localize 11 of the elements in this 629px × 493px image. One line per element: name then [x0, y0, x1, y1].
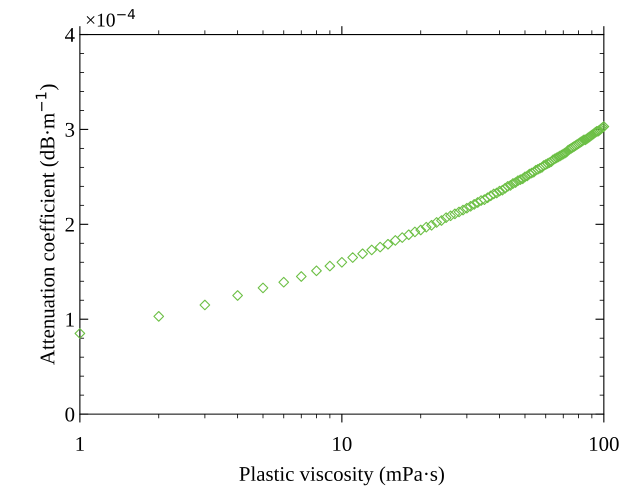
y-tick-label: 1: [66, 312, 74, 326]
y-tick-label: 0: [65, 407, 74, 422]
text: ×10$^{−4}$: [86, 9, 136, 27]
x-tick-label: 1: [76, 437, 84, 451]
x-tick-label: 10: [333, 436, 352, 452]
y-tick-label: 3: [66, 122, 74, 137]
y-tick-label: 2: [66, 218, 74, 232]
y-tick-label: 4: [65, 28, 75, 42]
x-tick-label: 100: [590, 436, 619, 452]
x-axis-title: Plastic viscosity (mPa·s): [239, 466, 444, 486]
y-axis-title: Attenuation coefficient (dB·m$^{−1}$): [36, 84, 59, 365]
